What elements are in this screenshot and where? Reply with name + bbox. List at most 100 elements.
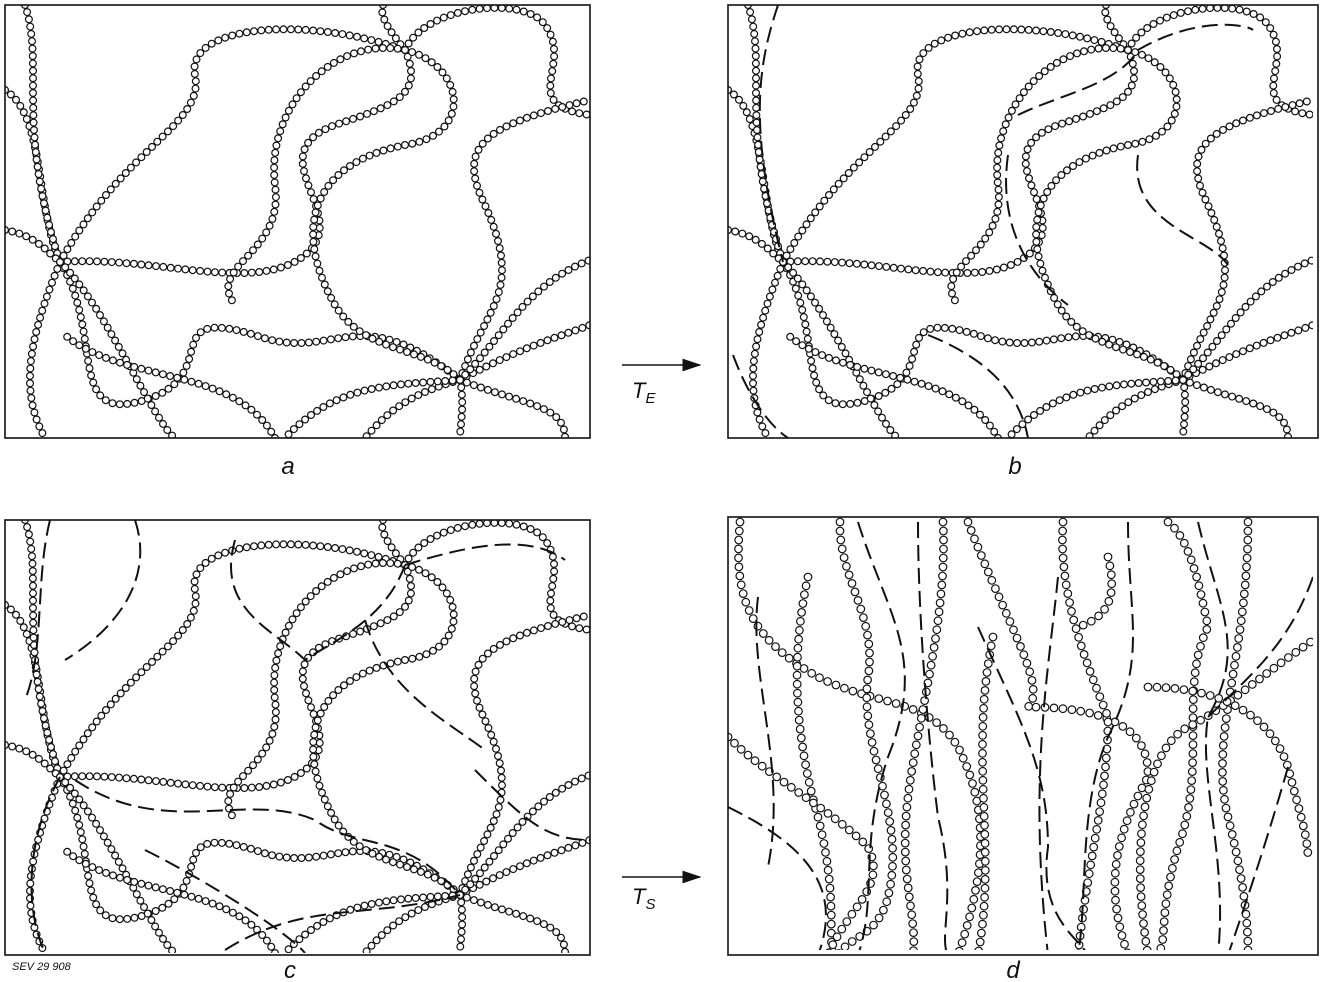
bead — [26, 531, 33, 538]
bead — [269, 337, 276, 344]
bead — [1215, 389, 1222, 396]
network — [2, 2, 593, 442]
bead — [934, 324, 941, 331]
bead — [1139, 138, 1146, 145]
bead — [1086, 668, 1094, 676]
bead — [333, 397, 340, 404]
bead — [1272, 737, 1280, 745]
bead — [181, 891, 188, 898]
bead — [1250, 400, 1257, 407]
bead — [94, 258, 101, 265]
bead — [471, 683, 478, 690]
bead — [790, 269, 797, 276]
bead — [796, 627, 804, 635]
bead — [440, 14, 447, 21]
panel-label: b — [1008, 453, 1021, 480]
bead — [72, 233, 79, 240]
bead — [76, 742, 83, 749]
bead — [96, 867, 103, 874]
bead — [982, 235, 989, 242]
bead — [552, 789, 559, 796]
bead — [222, 34, 229, 41]
bead — [753, 82, 760, 89]
bead — [303, 175, 310, 182]
bead — [1232, 315, 1239, 322]
bead — [1090, 676, 1098, 684]
bead — [273, 142, 280, 149]
bead — [827, 893, 835, 901]
bead — [175, 265, 182, 272]
bead — [1099, 384, 1106, 391]
bead — [310, 542, 317, 549]
bead — [500, 841, 507, 848]
bead — [835, 950, 843, 958]
bead — [263, 268, 270, 275]
bead — [160, 371, 167, 378]
bead — [1054, 60, 1061, 67]
bead — [412, 895, 419, 902]
bead — [1237, 617, 1245, 625]
bead — [271, 672, 278, 679]
bead — [27, 902, 34, 909]
bead — [180, 884, 187, 891]
bead — [493, 811, 500, 818]
bead — [245, 252, 252, 259]
bead — [1095, 612, 1103, 620]
bead — [865, 640, 873, 648]
bead — [416, 653, 423, 660]
bead — [123, 775, 130, 782]
bead — [316, 129, 323, 136]
bead — [1090, 843, 1098, 851]
bead — [266, 737, 273, 744]
bead — [377, 620, 384, 627]
bead — [1152, 386, 1159, 393]
bead — [376, 853, 383, 860]
bead — [550, 60, 557, 67]
bead — [1226, 354, 1233, 361]
bead — [846, 260, 853, 267]
bead — [821, 197, 828, 204]
bead — [1295, 805, 1303, 813]
bead — [1028, 139, 1035, 146]
bead — [82, 345, 89, 352]
bead — [1139, 821, 1147, 829]
bead — [404, 349, 411, 356]
bead — [38, 700, 45, 707]
bead — [474, 697, 481, 704]
bead — [101, 318, 108, 325]
bead — [1299, 643, 1307, 651]
bead — [1125, 399, 1132, 406]
bead — [580, 613, 587, 620]
bead — [1192, 6, 1199, 13]
bead — [820, 312, 827, 319]
bead — [373, 937, 380, 944]
bead — [559, 785, 566, 792]
bead — [276, 853, 283, 860]
bead — [551, 46, 558, 53]
bead — [1104, 553, 1112, 561]
bead — [1261, 110, 1268, 117]
bead — [838, 344, 845, 351]
bead — [745, 607, 753, 615]
bead — [1271, 75, 1278, 82]
bead — [1120, 825, 1128, 833]
bead — [925, 45, 932, 52]
bead — [366, 152, 373, 159]
bead — [1168, 737, 1176, 745]
bead — [358, 48, 365, 55]
bead — [914, 732, 922, 740]
bead — [964, 518, 972, 526]
bead — [762, 307, 769, 314]
bead — [802, 582, 810, 590]
subscript: E — [645, 390, 656, 407]
bead — [1229, 670, 1237, 678]
bead — [747, 9, 754, 16]
bead — [296, 936, 303, 943]
bead — [1058, 172, 1065, 179]
bead — [316, 740, 323, 747]
bead — [32, 141, 39, 148]
bead — [986, 229, 993, 236]
bead — [450, 103, 457, 110]
bead — [298, 340, 305, 347]
bead — [1128, 380, 1135, 387]
